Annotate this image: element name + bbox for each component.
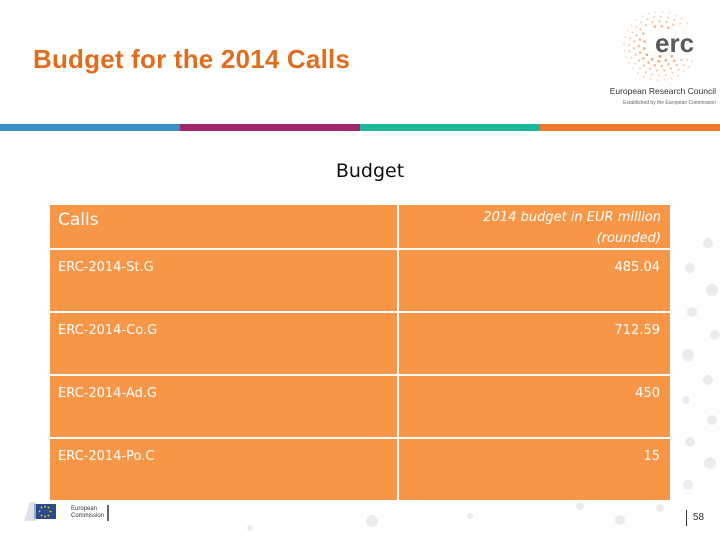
ec-logo-label: European Commission: [71, 506, 104, 520]
header-calls: Calls: [50, 205, 397, 248]
table-row-budget: 450: [399, 376, 670, 437]
erc-logo-name: European Research Council: [609, 86, 716, 96]
erc-logo-mark: erc: [655, 28, 695, 58]
table-caption: Budget: [335, 160, 405, 182]
divider-bar-blue: [0, 124, 180, 131]
table-row-call: ERC-2014-St.G: [50, 250, 397, 311]
page-number: 58: [686, 510, 704, 526]
european-commission-logo-icon: [24, 502, 109, 521]
table-row-call: ERC-2014-Co.G: [50, 313, 397, 374]
slide-title: Budget for the 2014 Calls: [33, 44, 351, 74]
divider-bar-purple: [180, 124, 360, 131]
table-row-budget: 712.59: [399, 313, 670, 374]
erc-logo-dots-icon: [623, 11, 694, 81]
erc-logo-tagline: Established by the European Commission: [623, 100, 716, 106]
table-row-call: ERC-2014-Po.C: [50, 439, 397, 500]
ec-label-line2: Commission: [71, 513, 105, 519]
budget-table: Calls 2014 budget in EUR million (rounde…: [50, 205, 670, 500]
divider-bar-teal: [360, 124, 540, 131]
table-row-call: ERC-2014-Ad.G: [50, 376, 397, 437]
header-budget: 2014 budget in EUR million (rounded): [399, 205, 670, 248]
ec-label-line1: European: [71, 506, 98, 512]
table-row-budget: 485.04: [399, 250, 670, 311]
table-row-budget: 15: [399, 439, 670, 500]
divider-bar-orange: [540, 124, 720, 131]
